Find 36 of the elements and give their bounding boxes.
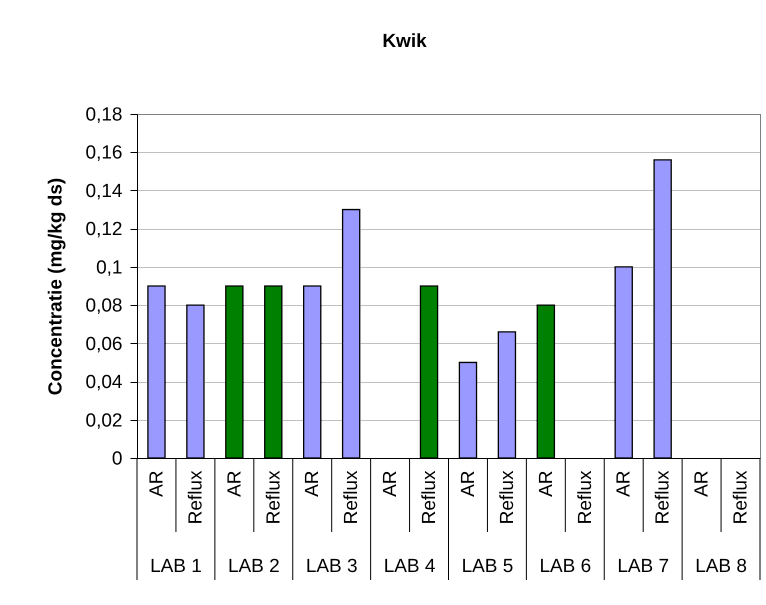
x-tick-label: AR — [692, 470, 713, 497]
y-tick-label: 0 — [112, 448, 122, 470]
y-tick-label: 0,08 — [86, 296, 122, 317]
text: LAB 5 — [462, 556, 514, 577]
x-tick-label: Reflux — [419, 470, 440, 524]
x-tick-label: Reflux — [496, 470, 518, 524]
x-tick-label: Reflux — [263, 470, 284, 524]
x-tick-label: AR — [458, 470, 479, 497]
text: LAB 3 — [306, 556, 358, 577]
y-tick-label: 0,12 — [86, 219, 122, 240]
x-tick-label: Reflux — [730, 470, 752, 524]
y-tick-label: 0,1 — [96, 257, 122, 278]
x-tick-label: AR — [614, 470, 635, 497]
x-tick-label: Reflux — [652, 470, 674, 524]
x-tick-label: Reflux — [341, 470, 362, 524]
text: LAB 7 — [617, 556, 670, 577]
x-tick-label: Reflux — [185, 470, 206, 524]
x-tick-label: AR — [302, 470, 324, 497]
x-tick-label: AR — [224, 470, 246, 497]
text: LAB 6 — [539, 556, 592, 577]
y-axis-title: Concentratie (mg/kg ds) — [46, 178, 67, 396]
y-tick-label: 0,18 — [86, 104, 122, 126]
x-tick-label: AR — [146, 470, 168, 497]
y-tick-label: 0,06 — [86, 334, 122, 355]
text: LAB 1 — [150, 556, 202, 577]
text: LAB 4 — [384, 556, 436, 577]
y-tick-label: 0,14 — [86, 180, 123, 202]
chart-title: Kwik — [382, 31, 428, 52]
text: LAB 8 — [695, 556, 747, 577]
x-tick-label: Reflux — [574, 470, 596, 524]
y-tick-label: 0,16 — [86, 142, 122, 164]
text: LAB 2 — [228, 556, 280, 577]
y-tick-label: 0,04 — [86, 372, 123, 394]
x-tick-label: AR — [380, 470, 402, 497]
x-tick-label: AR — [536, 470, 557, 497]
y-tick-label: 0,02 — [86, 410, 122, 432]
